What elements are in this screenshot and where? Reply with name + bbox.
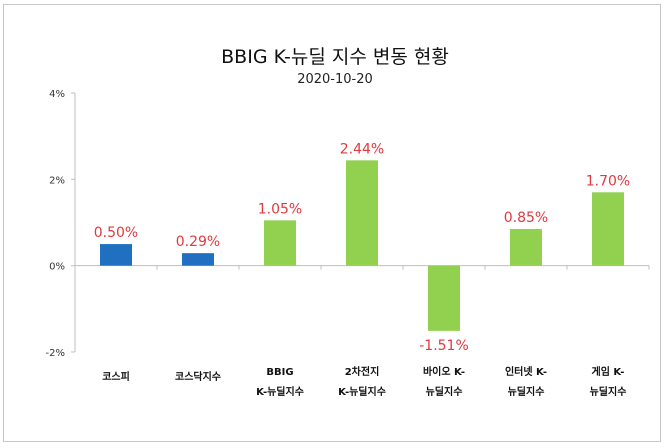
chart-subtitle: 2020-10-20 [297, 72, 373, 87]
x-tick-label: 코스피 [102, 370, 130, 383]
x-tick-label: 뉴딜지수 [508, 385, 545, 398]
data-label: 0.85% [504, 210, 548, 226]
x-tick-label: 2차전지 [345, 365, 380, 378]
x-tick-label: 뉴딜지수 [590, 385, 627, 398]
x-tick-label: 바이오 K- [423, 365, 465, 378]
x-tick-label: K-뉴딜지수 [256, 385, 304, 398]
y-tick-label: 0% [49, 262, 65, 273]
x-tick-label: 코스닥지수 [175, 370, 221, 383]
data-label: 1.05% [258, 201, 302, 217]
data-label: 2.44% [340, 141, 384, 157]
y-tick-label: 4% [49, 89, 65, 100]
x-tick-label: K-뉴딜지수 [338, 385, 386, 398]
bar [264, 220, 296, 266]
x-tick-label: 인터넷 K- [505, 365, 547, 378]
y-tick-label: -2% [46, 348, 65, 359]
chart-frame [3, 4, 661, 442]
bar [428, 265, 460, 331]
data-label: 1.70% [586, 173, 630, 189]
x-tick-label: 게임 K- [592, 365, 625, 378]
bar [182, 253, 214, 266]
bar [592, 192, 624, 266]
chart-title: BBIG K-뉴딜 지수 변동 현황 [221, 46, 449, 68]
data-label: -1.51% [419, 338, 469, 354]
y-tick-label: 2% [49, 175, 65, 186]
bar [346, 160, 378, 266]
x-tick-label: BBIG [266, 367, 293, 378]
bar [100, 244, 132, 266]
bar [510, 228, 542, 266]
data-label: 0.50% [94, 225, 138, 241]
data-label: 0.29% [176, 234, 220, 250]
x-tick-label: 뉴딜지수 [426, 385, 463, 398]
